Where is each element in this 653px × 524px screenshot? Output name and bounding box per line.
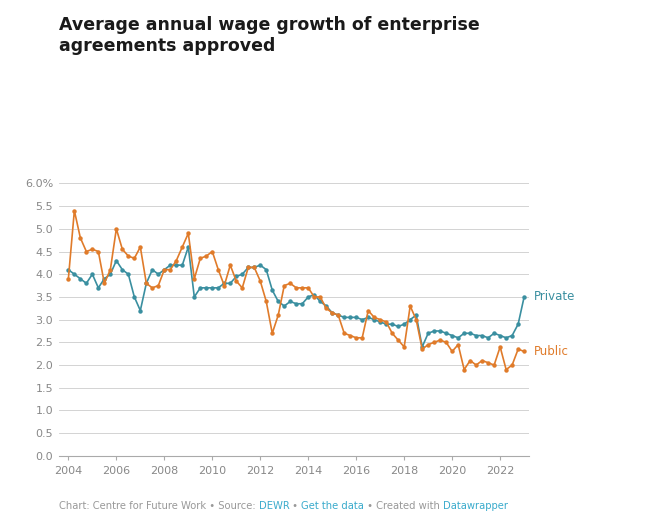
Text: Private: Private: [534, 290, 575, 303]
Text: Average annual wage growth of enterprise
agreements approved: Average annual wage growth of enterprise…: [59, 16, 479, 55]
Text: Public: Public: [534, 345, 569, 358]
Text: Datawrapper: Datawrapper: [443, 501, 508, 511]
Text: Chart: Centre for Future Work • Source:: Chart: Centre for Future Work • Source:: [59, 501, 259, 511]
Text: • Created with: • Created with: [364, 501, 443, 511]
Text: Get the data: Get the data: [302, 501, 364, 511]
Text: DEWR: DEWR: [259, 501, 289, 511]
Text: •: •: [289, 501, 302, 511]
